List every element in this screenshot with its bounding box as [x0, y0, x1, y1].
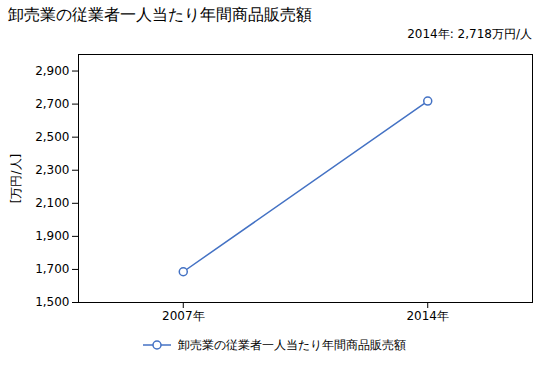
svg-text:2,300: 2,300 [35, 163, 69, 177]
svg-text:[万円/人]: [万円/人] [9, 154, 23, 203]
svg-text:1,500: 1,500 [35, 295, 69, 309]
html-text:卸売業の従業者一人当たり年間商品販売額: 卸売業の従業者一人当たり年間商品販売額 [8, 5, 312, 24]
svg-text:2,900: 2,900 [35, 64, 69, 78]
svg-text:2014年: 2014年 [406, 309, 449, 323]
svg-text:2007年: 2007年 [162, 309, 205, 323]
svg-text:1,700: 1,700 [35, 262, 69, 276]
svg-text:2,100: 2,100 [35, 196, 69, 210]
html-text:2014年: 2,718万円/人: 2014年: 2,718万円/人 [407, 27, 532, 41]
html-text:卸売業の従業者一人当たり年間商品販売額: 卸売業の従業者一人当たり年間商品販売額 [178, 337, 406, 352]
svg-text:1,900: 1,900 [35, 229, 69, 243]
svg-text:2,500: 2,500 [35, 130, 69, 144]
svg-text:2,700: 2,700 [35, 97, 69, 111]
